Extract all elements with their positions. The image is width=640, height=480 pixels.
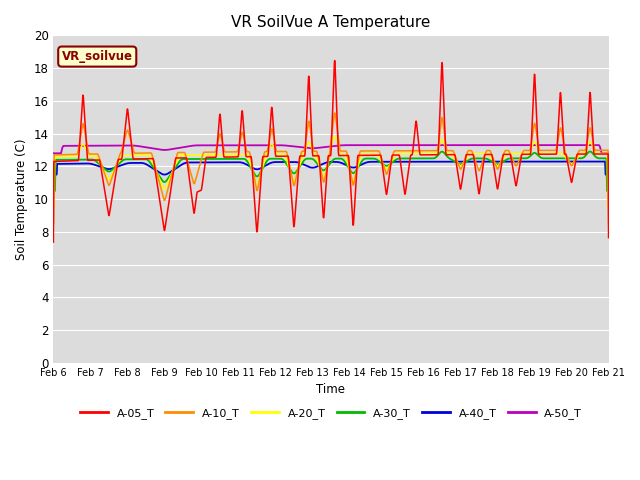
X-axis label: Time: Time [317, 384, 346, 396]
Text: VR_soilvue: VR_soilvue [61, 50, 132, 63]
Legend: A-05_T, A-10_T, A-20_T, A-30_T, A-40_T, A-50_T: A-05_T, A-10_T, A-20_T, A-30_T, A-40_T, … [76, 403, 587, 423]
Title: VR SoilVue A Temperature: VR SoilVue A Temperature [231, 15, 431, 30]
Y-axis label: Soil Temperature (C): Soil Temperature (C) [15, 138, 28, 260]
